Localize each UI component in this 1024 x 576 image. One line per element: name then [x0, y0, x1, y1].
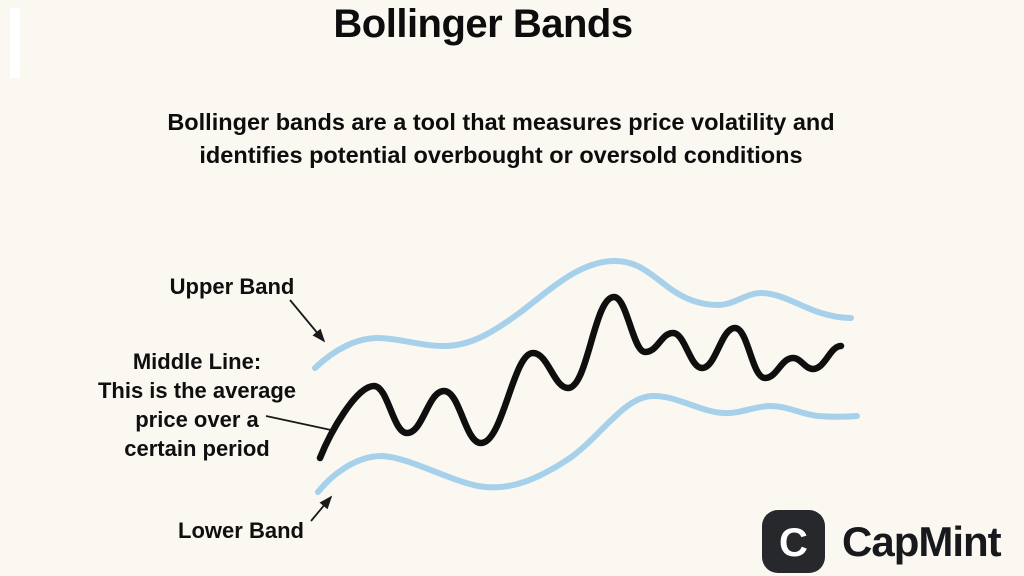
lower-band-label: Lower Band — [178, 518, 304, 543]
logo-icon-background — [762, 510, 825, 573]
capmint-logo-icon: C — [762, 510, 825, 573]
lower-band-curve — [315, 392, 860, 495]
middle-line-label-line-4: certain period — [124, 436, 270, 461]
middle-price-curve — [316, 293, 845, 462]
middle-line-label-line-1: Middle Line: — [132, 349, 262, 374]
brand-logo: C CapMint — [762, 510, 1002, 573]
page-title: Bollinger Bands — [333, 2, 633, 46]
middle-line-label-line-2: This is the average — [97, 378, 297, 403]
brand-name: CapMint — [842, 517, 1002, 565]
upper-band-label: Upper Band — [169, 274, 295, 299]
upper-band-curve — [312, 257, 854, 371]
middle-line-connector — [265, 415, 332, 431]
page-subtitle: Bollinger bands are a tool that measures… — [71, 106, 931, 172]
upper-band-arrow — [289, 299, 326, 343]
logo-letter: C — [779, 521, 808, 565]
middle-line-label-line-3: price over a — [135, 407, 259, 432]
subtitle-line-1: Bollinger bands are a tool that measures… — [167, 109, 835, 135]
subtitle-line-2: identifies potential overbought or overs… — [199, 142, 803, 168]
middle-line-label: Middle Line: This is the average price o… — [77, 347, 317, 463]
top-left-white-strip — [10, 8, 20, 78]
lower-band-arrow — [310, 495, 333, 522]
